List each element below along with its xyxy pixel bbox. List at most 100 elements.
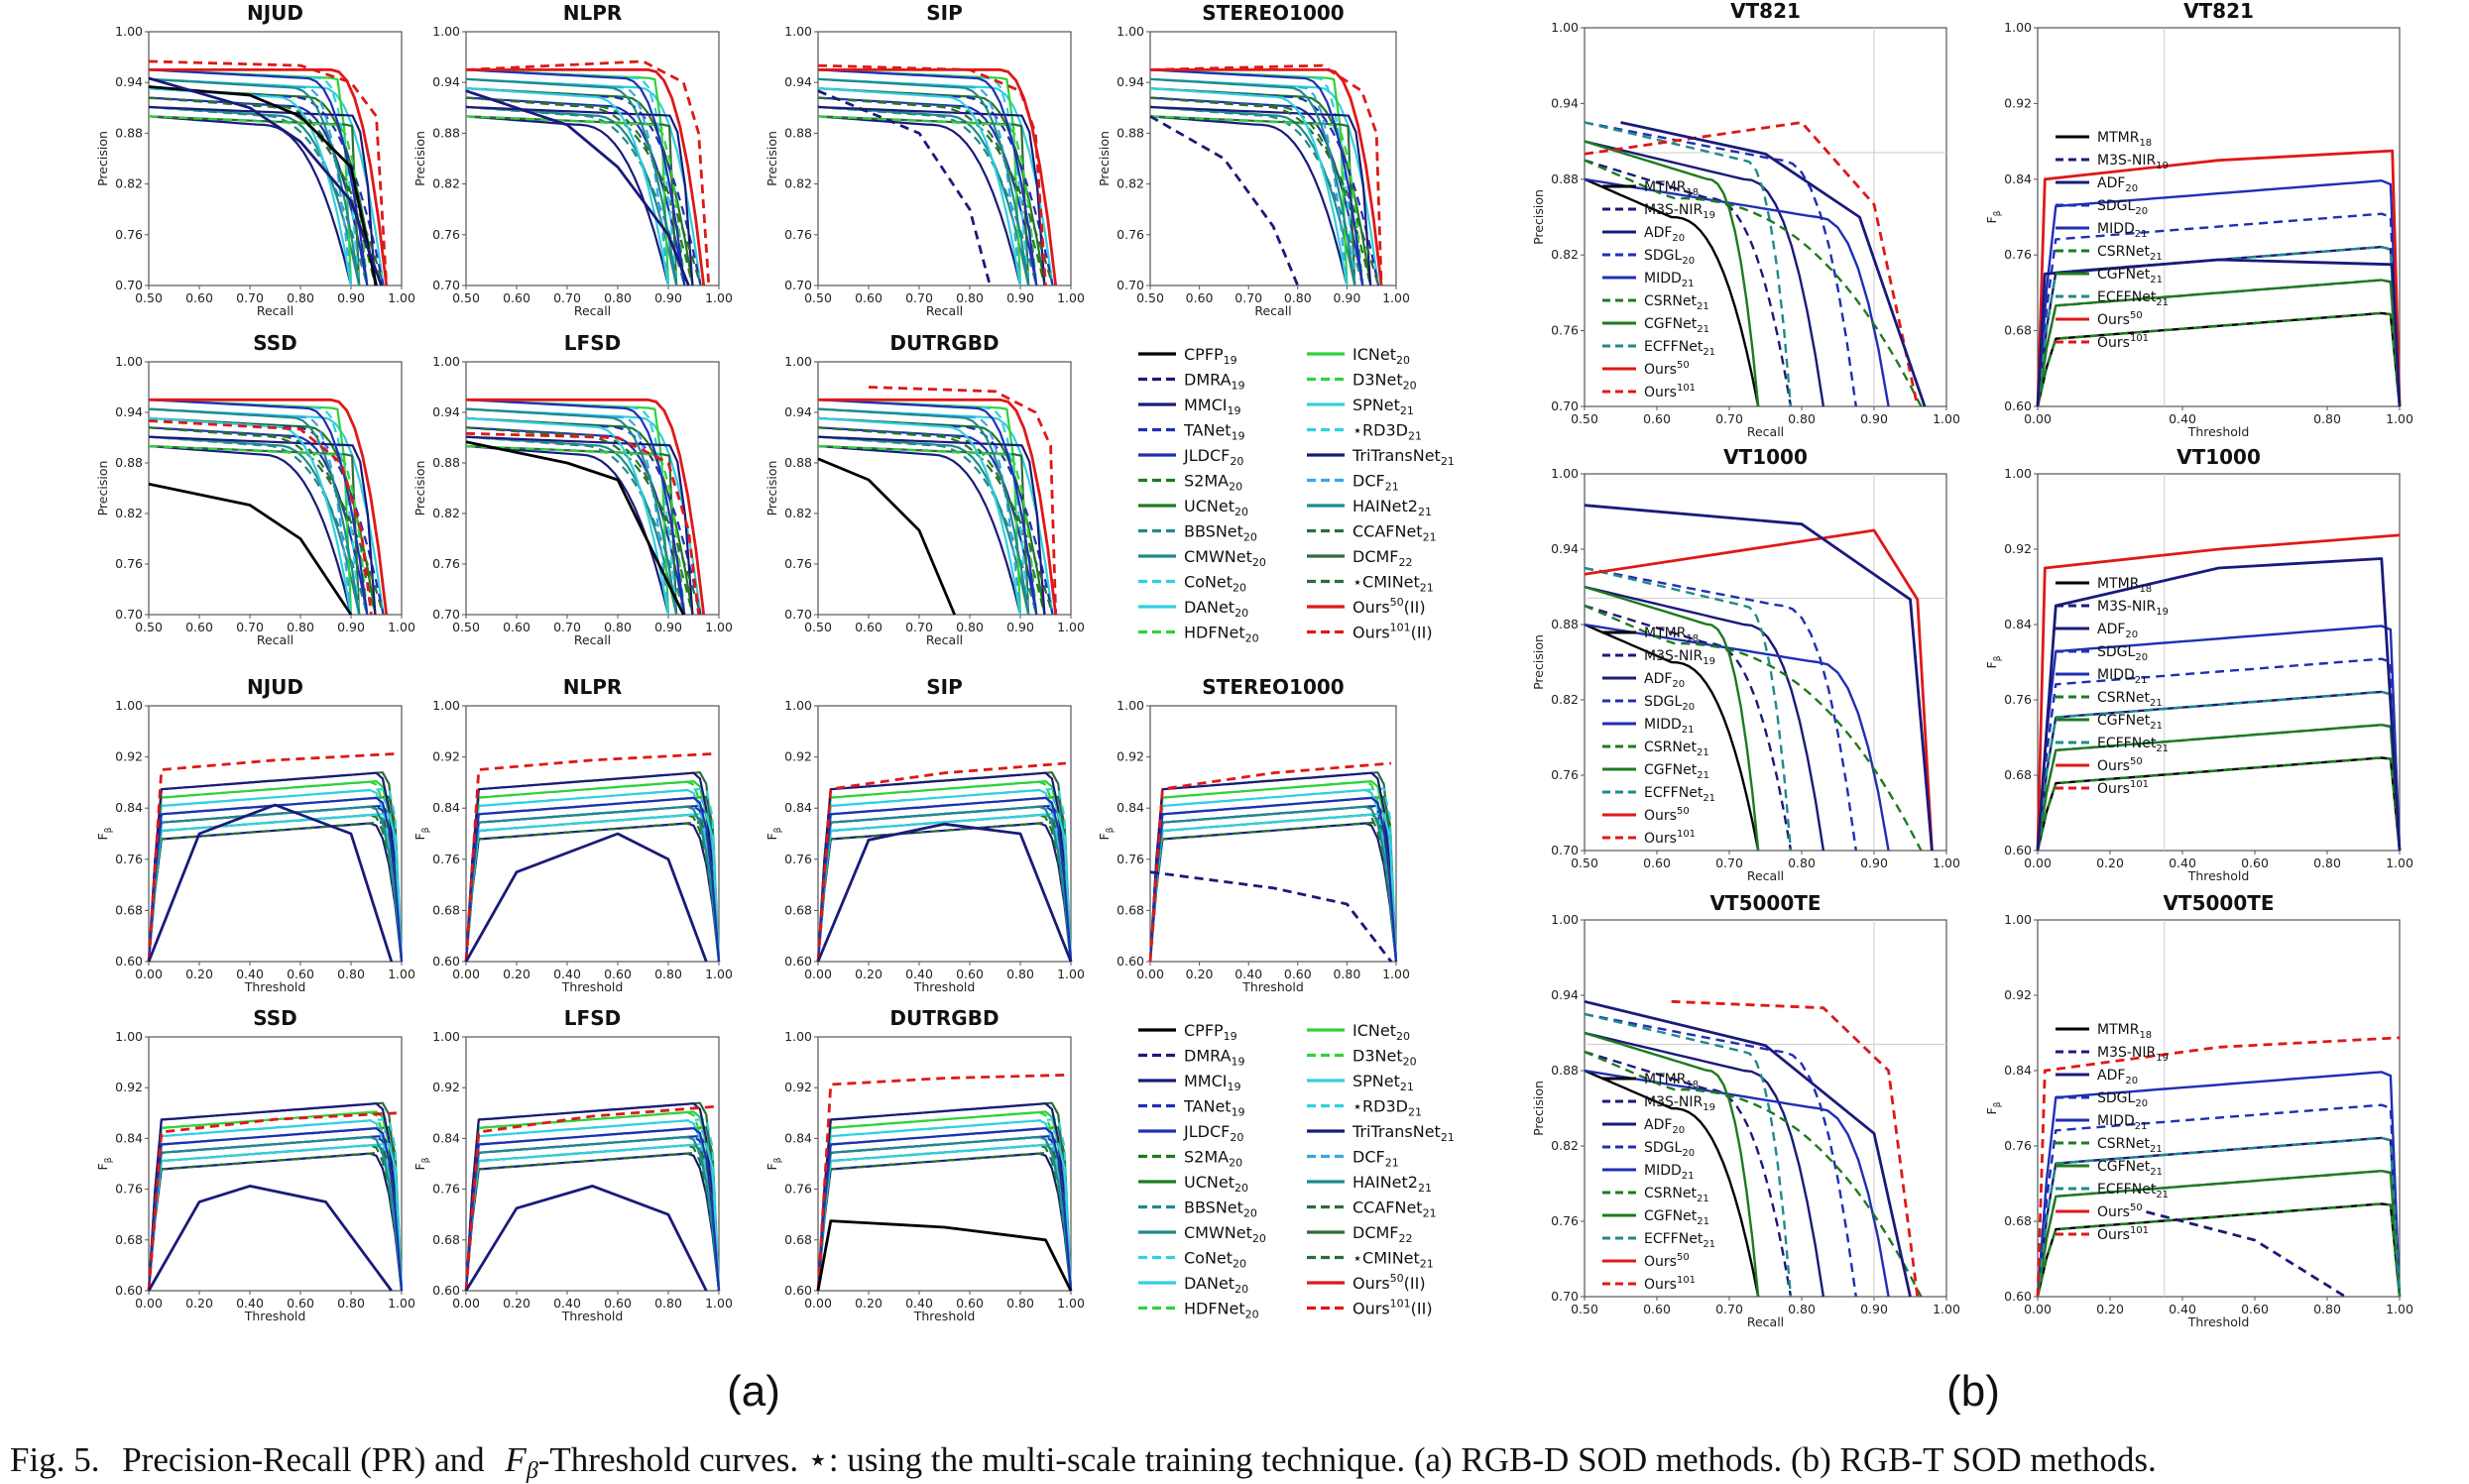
f-plot-5-curve bbox=[464, 1142, 721, 1292]
pr-plot-6-curve bbox=[817, 435, 1046, 616]
rgbt-plot-2-1-legend-label: Ours50 bbox=[2097, 1202, 2143, 1220]
f-plot-4-curve bbox=[147, 1101, 404, 1292]
pr-plot-4-series-1 bbox=[148, 482, 353, 616]
f-plot-5-title: LFSD bbox=[564, 1006, 621, 1030]
rgbt-plot-2-1-legend-sub: 20 bbox=[2135, 1098, 2148, 1109]
f-plot-2-curve bbox=[816, 821, 1073, 963]
rgbt-plot-0-1-legend-label: ECFFNet21 bbox=[2097, 289, 2169, 308]
rgbd-legend-top-label-sub: 22 bbox=[1399, 556, 1413, 569]
pr-plot-1: NLPR 0.50 0.60 0.70 0.80 0.90 1.00 0.70 0.76 0.82… bbox=[412, 1, 733, 318]
pr-plot-3-curve bbox=[1149, 105, 1372, 286]
rgbt-plot-1-1-legend-label: ECFFNet21 bbox=[2097, 736, 2169, 754]
pr-plot-2-curve bbox=[817, 115, 1038, 286]
pr-plot-1-xtick-label: 1.00 bbox=[705, 290, 733, 305]
pr-plot-4-ytick-label: 0.70 bbox=[115, 607, 143, 622]
rgbd-legend-bottom-label: ICNet20 bbox=[1352, 1021, 1410, 1043]
rgbt-plot-1-0-xtick-label: 0.70 bbox=[1715, 856, 1743, 870]
f-plot-0-curve bbox=[147, 821, 404, 963]
pr-plot-2-curve bbox=[817, 105, 1038, 286]
rgbd-legend-bottom-label-sub: 21 bbox=[1385, 1157, 1399, 1170]
pr-plot-5-ytick-label: 0.82 bbox=[432, 506, 460, 520]
rgbt-plot-1-0-xtick-label: 1.00 bbox=[1933, 856, 1960, 870]
f-plot-0-ytick-label: 0.60 bbox=[115, 954, 143, 969]
pr-plot-2-ours50 bbox=[818, 68, 1058, 286]
f-plot-5-curve bbox=[464, 1135, 721, 1292]
rgbt-plot-0-0-legend-label: Ours50 bbox=[1644, 360, 1690, 378]
rgbt-plot-1-1-frame bbox=[2037, 473, 2401, 852]
pr-plot-6-frame bbox=[817, 361, 1072, 616]
rgbt-plot-2-0-legend-label: Ours101 bbox=[1644, 1275, 1696, 1293]
rgbd-legend-top-label-sub: 19 bbox=[1224, 354, 1237, 367]
rgbt-plot-1-0-legend-label: ECFFNet21 bbox=[1644, 785, 1715, 804]
pr-plot-2-ytick-label: 0.76 bbox=[784, 227, 812, 242]
pr-plot-4-curve bbox=[148, 435, 377, 616]
rgbt-plot-2-1-legend-label: MTMR18 bbox=[2097, 1022, 2152, 1041]
rgbt-plot-0-0-legend-sup: 50 bbox=[1677, 360, 1690, 371]
f-plot-2-ytick-label: 1.00 bbox=[784, 698, 812, 713]
rgbt-plot-1-1-xtick-label: 0.20 bbox=[2096, 856, 2124, 870]
f-plot-0-ylabel: Fβ bbox=[95, 827, 114, 840]
rgbt-plot-1-1-ylabel: Fβ bbox=[1984, 655, 2003, 668]
f-plot-5-series-0 bbox=[464, 1105, 715, 1292]
pr-plot-6-ours50 bbox=[818, 398, 1058, 616]
rgbt-plot-2-1-legend-label: SDGL20 bbox=[2097, 1090, 2148, 1109]
f-plot-4-xtick-label: 0.40 bbox=[236, 1296, 264, 1311]
rgbt-plot-1-1-ytick-label: 0.84 bbox=[2004, 617, 2032, 631]
rgbt-plot-2-1-legend-label: MIDD21 bbox=[2097, 1113, 2148, 1132]
rgbt-plot-1-0-legend-label: Ours101 bbox=[1644, 829, 1696, 847]
rgbd-legend-top-label: Ours101(II) bbox=[1352, 622, 1433, 642]
caption-prefix: Fig. 5. bbox=[10, 1440, 99, 1479]
rgbt-plot-0-0-ytick-label: 0.76 bbox=[1551, 323, 1579, 338]
pr-plot-3-ytick-label: 0.88 bbox=[1117, 125, 1144, 140]
rgbt-plot-1-1-title: VT1000 bbox=[2176, 445, 2261, 469]
f-plot-3-title: STEREO1000 bbox=[1202, 675, 1344, 699]
rgbt-plot-1-0-legend-label: MTMR18 bbox=[1644, 626, 1699, 644]
rgbd-legend-top-label: UCNet20 bbox=[1184, 497, 1248, 518]
f-plot-1-frame bbox=[465, 705, 720, 963]
pr-plot-1-curve bbox=[465, 105, 686, 286]
rgbd-legend-bottom-label-sub: 21 bbox=[1423, 1207, 1437, 1220]
pr-plot-1-title: NLPR bbox=[563, 1, 623, 25]
pr-plot-6-xlabel: Recall bbox=[926, 632, 963, 647]
f-plot-5: LFSD 0.00 0.20 0.40 0.60 0.80 1.00 0.60 0.68 0.76… bbox=[412, 1006, 733, 1323]
f-plot-3-ytick-label: 0.60 bbox=[1117, 954, 1144, 969]
pr-plot-1-ytick-label: 0.82 bbox=[432, 176, 460, 191]
pr-plot-5-ytick-label: 0.76 bbox=[432, 556, 460, 571]
f-plot-5-ytick-label: 0.84 bbox=[432, 1130, 460, 1145]
rgbt-plot-2-1-curve bbox=[2036, 1202, 2402, 1298]
f-plot-3: STEREO1000 0.00 0.20 0.40 0.60 0.80 1.00 0.60 0.… bbox=[1097, 675, 1410, 994]
rgbt-plot-0-0-curve bbox=[1584, 177, 1760, 407]
pr-plot-4-curve bbox=[148, 399, 369, 616]
rgbd-legend-bottom-label: HAINet221 bbox=[1352, 1173, 1432, 1195]
rgbd-legend-top-label-sub: 21 bbox=[1385, 481, 1399, 494]
rgbt-plot-1-0-xtick-label: 0.50 bbox=[1571, 856, 1598, 870]
f-plot-5-ytick-label: 0.92 bbox=[432, 1080, 460, 1094]
rgbt-plot-1-0-curve bbox=[1584, 604, 1923, 852]
f-plot-1-xtick-label: 1.00 bbox=[705, 967, 733, 981]
f-plot-3-curve bbox=[1148, 812, 1398, 963]
rgbt-plot-2-1-legend-sub: 20 bbox=[2125, 1076, 2138, 1086]
f-plot-2-xtick-label: 0.00 bbox=[804, 967, 832, 981]
pr-plot-1-curve bbox=[465, 87, 670, 286]
panel-label-a: (a) bbox=[727, 1367, 780, 1416]
pr-plot-2-xtick-label: 0.60 bbox=[855, 290, 882, 305]
rgbt-plot-0-1-ytick-label: 0.84 bbox=[2004, 171, 2032, 186]
f-plot-6-curve bbox=[816, 1135, 1073, 1292]
rgbt-plot-0-0-legend-label: ECFFNet21 bbox=[1644, 339, 1715, 358]
rgbt-plot-1-0-curve bbox=[1584, 585, 1760, 852]
rgbt-plot-1-0-ylabel: Precision bbox=[1531, 634, 1546, 690]
rgbt-plot-0-0-legend-label: CGFNet21 bbox=[1644, 316, 1709, 335]
pr-plot-6-ytick-label: 0.70 bbox=[784, 607, 812, 622]
f-plot-1-ylabel-sub: β bbox=[421, 827, 431, 833]
pr-plot-3-xlabel: Recall bbox=[1254, 303, 1291, 318]
pr-plot-1-ytick-label: 0.94 bbox=[432, 74, 460, 89]
f-plot-2-ytick-label: 0.92 bbox=[784, 749, 812, 764]
rgbt-plot-1-1-legend-label: SDGL20 bbox=[2097, 644, 2148, 663]
rgbt-plot-0-0-legend-sub: 20 bbox=[1682, 256, 1695, 267]
pr-plot-2-ytick-label: 0.94 bbox=[784, 74, 812, 89]
pr-plot-3-ylabel: Precision bbox=[1097, 131, 1112, 186]
rgbt-plot-1-0-legend-sub: 21 bbox=[1703, 793, 1715, 804]
f-plot-0-series-1 bbox=[147, 803, 394, 963]
rgbd-legend-top-label: MMCI19 bbox=[1184, 396, 1241, 417]
f-plot-0-curve bbox=[147, 805, 404, 963]
